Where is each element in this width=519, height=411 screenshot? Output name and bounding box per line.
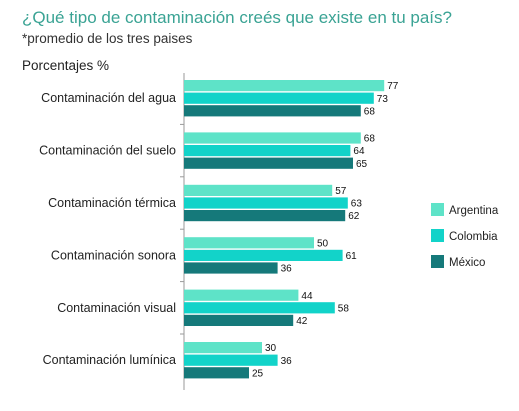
bar-contaminacion-del-suelo-mexico [184, 157, 353, 169]
bar-contaminacion-del-agua-mexico [184, 105, 361, 117]
data-label-contaminacion-visual-mexico: 42 [296, 316, 308, 327]
bar-contaminacion-del-suelo-argentina [184, 132, 361, 144]
bar-contaminacion-del-agua-colombia [184, 92, 374, 104]
legend-swatch-argentina [431, 203, 444, 216]
bar-contaminacion-termica-argentina [184, 184, 333, 196]
data-label-contaminacion-del-agua-colombia: 73 [377, 94, 389, 105]
bar-contaminacion-termica-mexico [184, 210, 346, 222]
category-label-contaminacion-del-suelo: Contaminación del suelo [39, 144, 176, 158]
data-label-contaminacion-sonora-mexico: 36 [281, 264, 293, 275]
data-label-contaminacion-luminica-mexico: 25 [252, 368, 264, 379]
bar-contaminacion-sonora-colombia [184, 249, 343, 261]
data-label-contaminacion-termica-argentina: 57 [335, 186, 347, 197]
bar-contaminacion-sonora-argentina [184, 237, 314, 249]
category-label-contaminacion-visual: Contaminación visual [57, 301, 176, 315]
chart-title: ¿Qué tipo de contaminación creés que exi… [22, 8, 452, 27]
category-label-contaminacion-luminica: Contaminación lumínica [43, 353, 176, 367]
category-label-contaminacion-sonora: Contaminación sonora [51, 248, 176, 262]
data-label-contaminacion-termica-mexico: 62 [348, 211, 360, 222]
category-label-contaminacion-del-agua: Contaminación del agua [41, 91, 176, 105]
data-label-contaminacion-sonora-argentina: 50 [317, 238, 329, 249]
legend-label-mexico: México [449, 257, 485, 269]
data-label-contaminacion-sonora-colombia: 61 [346, 251, 358, 262]
chart-subtitle: *promedio de los tres paises [22, 31, 193, 46]
data-label-contaminacion-visual-colombia: 58 [338, 303, 350, 314]
bar-contaminacion-termica-colombia [184, 197, 348, 209]
data-label-contaminacion-luminica-colombia: 36 [281, 356, 293, 367]
bar-contaminacion-luminica-colombia [184, 354, 278, 366]
bar-contaminacion-del-suelo-colombia [184, 145, 351, 157]
legend-label-argentina: Argentina [449, 205, 499, 217]
data-label-contaminacion-del-agua-argentina: 77 [387, 81, 399, 92]
legend-swatch-mexico [431, 255, 444, 268]
legend-label-colombia: Colombia [449, 231, 498, 243]
legend-swatch-colombia [431, 229, 444, 242]
bar-contaminacion-sonora-mexico [184, 262, 278, 274]
y-axis-label: Porcentajes % [22, 58, 110, 73]
bar-contaminacion-visual-colombia [184, 302, 335, 314]
data-label-contaminacion-del-suelo-mexico: 65 [356, 159, 368, 170]
bar-contaminacion-visual-mexico [184, 314, 294, 326]
data-label-contaminacion-visual-argentina: 44 [301, 291, 313, 302]
data-label-contaminacion-del-suelo-colombia: 64 [353, 146, 365, 157]
data-label-contaminacion-del-suelo-argentina: 68 [364, 134, 376, 145]
data-label-contaminacion-luminica-argentina: 30 [265, 343, 277, 354]
bar-contaminacion-luminica-argentina [184, 342, 262, 354]
bar-contaminacion-luminica-mexico [184, 367, 249, 379]
bar-contaminacion-del-agua-argentina [184, 80, 385, 92]
data-label-contaminacion-del-agua-mexico: 68 [364, 106, 376, 117]
data-label-contaminacion-termica-colombia: 63 [351, 199, 363, 210]
bar-contaminacion-visual-argentina [184, 289, 299, 301]
category-label-contaminacion-termica: Contaminación térmica [48, 196, 176, 210]
